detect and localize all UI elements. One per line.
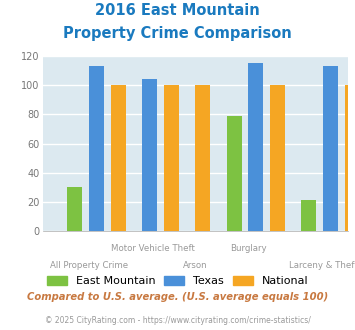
Bar <box>323 66 338 231</box>
Bar <box>227 116 242 231</box>
Text: Burglary: Burglary <box>230 244 267 253</box>
Bar <box>270 85 285 231</box>
Bar <box>67 187 82 231</box>
Bar <box>142 80 157 231</box>
Bar <box>248 63 263 231</box>
Legend: East Mountain, Texas, National: East Mountain, Texas, National <box>42 271 313 290</box>
Bar <box>345 85 355 231</box>
Text: Motor Vehicle Theft: Motor Vehicle Theft <box>111 244 195 253</box>
Bar <box>301 200 316 231</box>
Text: © 2025 CityRating.com - https://www.cityrating.com/crime-statistics/: © 2025 CityRating.com - https://www.city… <box>45 316 310 325</box>
Bar <box>89 66 104 231</box>
Text: Compared to U.S. average. (U.S. average equals 100): Compared to U.S. average. (U.S. average … <box>27 292 328 302</box>
Bar <box>111 85 126 231</box>
Text: Larceny & Theft: Larceny & Theft <box>289 261 355 270</box>
Text: All Property Crime: All Property Crime <box>50 261 128 270</box>
Text: Arson: Arson <box>183 261 208 270</box>
Bar <box>195 85 210 231</box>
Text: 2016 East Mountain: 2016 East Mountain <box>95 3 260 18</box>
Bar <box>164 85 179 231</box>
Text: Property Crime Comparison: Property Crime Comparison <box>63 26 292 41</box>
